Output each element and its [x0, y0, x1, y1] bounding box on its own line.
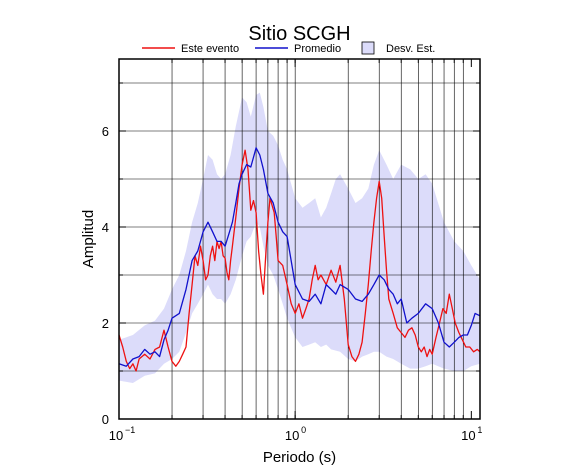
legend-item: Promedio	[255, 43, 341, 55]
y-tick-label: 0	[102, 412, 109, 427]
chart-title: Sitio SCGH	[248, 23, 350, 45]
y-tick-label: 6	[102, 124, 109, 139]
series-line-este-evento	[118, 149, 481, 372]
legend-swatch	[361, 41, 375, 55]
plot-frame	[118, 58, 481, 420]
y-tick-label: 2	[102, 316, 109, 331]
legend-item: Desv. Est.	[361, 41, 435, 55]
x-tick-base: 10	[109, 428, 123, 443]
x-tick-label: 10 0	[285, 425, 306, 443]
legend-label: Promedio	[294, 43, 341, 55]
x-tick-exponent: 0	[301, 425, 306, 435]
x-tick-base: 10	[285, 428, 299, 443]
std-dev-band	[119, 92, 480, 383]
x-tick-base: 10	[461, 428, 475, 443]
x-tick-label: 10 −1	[109, 425, 136, 443]
x-tick-exponent: 1	[477, 425, 482, 435]
legend-label: Este evento	[181, 43, 239, 55]
std-dev-band-layer	[119, 92, 480, 383]
series-layer	[118, 147, 481, 372]
y-axis-label: Amplitud	[80, 210, 97, 268]
y-tick-label: 4	[102, 220, 109, 235]
x-tick-label: 10 1	[461, 425, 482, 443]
legend-label: Desv. Est.	[386, 43, 435, 55]
grid-layer	[119, 59, 480, 419]
legend-item: Este evento	[142, 43, 239, 55]
x-tick-exponent: −1	[125, 425, 135, 435]
legend: Este evento Promedio Desv. Est.	[142, 41, 435, 55]
series-line-promedio	[118, 147, 481, 367]
x-axis-label: Periodo (s)	[263, 449, 336, 466]
